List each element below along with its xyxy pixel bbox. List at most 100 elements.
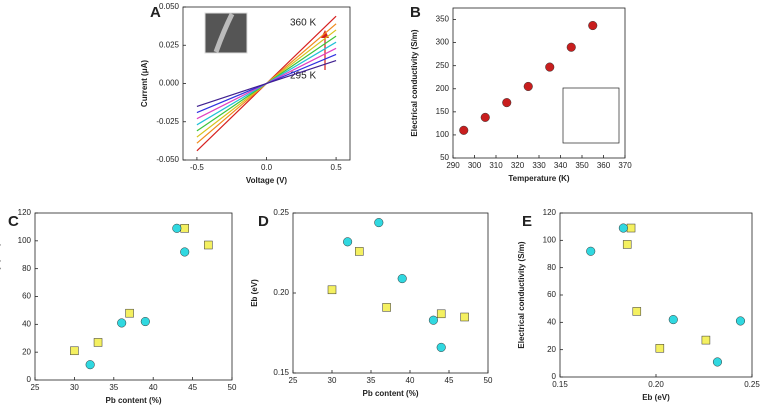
point [428, 315, 438, 325]
x-tick-label: 25 [289, 376, 298, 385]
x-tick-label: 360 [597, 161, 611, 170]
y-tick-label: 100 [18, 236, 32, 245]
y-tick-label: 150 [436, 107, 450, 116]
y-tick-label: 60 [22, 292, 31, 301]
x-tick-label: 330 [532, 161, 546, 170]
point [172, 223, 182, 233]
inset-wire [213, 12, 235, 53]
point [204, 240, 213, 250]
point [586, 246, 596, 256]
x-tick-label: 30 [70, 383, 79, 392]
point [622, 240, 632, 249]
panel-label: D [258, 213, 269, 230]
x-tick-label: 35 [109, 383, 118, 392]
point [655, 344, 665, 353]
x-tick-label: 50 [228, 383, 237, 392]
x-tick-label: 320 [511, 161, 525, 170]
y-tick-label: 0.050 [159, 2, 180, 11]
point [480, 112, 490, 122]
x-tick-label: 45 [445, 376, 454, 385]
y-axis-label: Eb (eV) [250, 279, 259, 307]
x-tick-label: 40 [406, 376, 415, 385]
point [545, 62, 555, 72]
y-tick-label: 0 [552, 372, 557, 381]
x-tick-label: 340 [554, 161, 568, 170]
point [735, 316, 746, 326]
y-tick-label: 0.20 [273, 288, 289, 297]
point [70, 346, 79, 356]
point [180, 247, 190, 257]
y-tick-label: 100 [436, 130, 450, 139]
y-tick-label: 250 [436, 61, 450, 70]
y-tick-label: -0.050 [156, 155, 179, 164]
x-tick-label: 350 [575, 161, 589, 170]
panel-label: B [410, 4, 421, 21]
annotation: 295 K [290, 71, 316, 82]
line [196, 59, 337, 108]
point [701, 335, 711, 345]
x-tick-label: 50 [484, 376, 493, 385]
point [459, 125, 469, 135]
y-axis-label: Electrical conductivity (S/m) [0, 243, 1, 350]
y-axis-label: Electrical conductivity (S/m) [410, 29, 419, 136]
x-tick-label: 40 [149, 383, 158, 392]
y-tick-label: 0.15 [273, 368, 289, 377]
panel-label: C [8, 213, 19, 230]
point [382, 303, 391, 312]
x-tick-label: 370 [618, 161, 632, 170]
point [588, 20, 598, 31]
x-tick-label: 35 [367, 376, 376, 385]
point [93, 338, 103, 347]
y-tick-label: 20 [547, 345, 556, 354]
x-tick-label: -0.5 [190, 163, 204, 172]
point [374, 218, 384, 228]
point [502, 98, 512, 108]
point [712, 357, 722, 367]
x-tick-label: 25 [31, 383, 40, 392]
x-tick-label: 45 [188, 383, 197, 392]
y-tick-label: 80 [547, 263, 556, 272]
panel-label: A [150, 4, 161, 21]
plot-frame [34, 212, 233, 381]
point [140, 317, 150, 327]
y-tick-label: 40 [547, 317, 556, 326]
x-axis-label: Eb (eV) [642, 393, 670, 402]
y-tick-label: 300 [436, 38, 450, 47]
y-tick-label: 200 [436, 84, 450, 93]
y-tick-label: 0 [27, 375, 32, 384]
y-tick-label: 40 [22, 319, 31, 328]
x-tick-label: 0.15 [552, 380, 568, 389]
point [397, 274, 407, 284]
y-tick-label: 120 [18, 208, 32, 217]
x-axis-label: Pb content (%) [363, 389, 419, 398]
point [117, 318, 127, 328]
point [85, 360, 95, 370]
y-axis-label: Electrical conductivity (S/m) [517, 241, 526, 348]
annotation: 360 K [290, 18, 316, 29]
y-tick-label: 0.025 [159, 40, 180, 49]
x-tick-label: 0.0 [261, 163, 273, 172]
x-tick-label: 310 [489, 161, 503, 170]
point [180, 224, 189, 233]
y-tick-label: -0.025 [156, 117, 179, 126]
point [436, 309, 446, 319]
x-tick-label: 0.20 [648, 380, 664, 389]
y-tick-label: 20 [22, 347, 31, 356]
x-tick-label: 30 [328, 376, 337, 385]
plot-frame [292, 212, 489, 374]
point [632, 307, 642, 316]
point [668, 315, 678, 325]
y-tick-label: 0.25 [273, 208, 289, 217]
x-tick-label: 290 [446, 161, 460, 170]
y-tick-label: 100 [543, 235, 557, 244]
point [460, 312, 469, 322]
x-tick-label: 300 [468, 161, 482, 170]
panel-label: E [522, 213, 532, 230]
x-axis-label: Pb content (%) [106, 396, 162, 405]
x-axis-label: Voltage (V) [246, 176, 288, 185]
point [436, 342, 446, 352]
y-tick-label: 80 [22, 264, 31, 273]
point [355, 247, 364, 256]
y-tick-label: 120 [543, 208, 557, 217]
x-axis-label: Temperature (K) [508, 174, 570, 183]
